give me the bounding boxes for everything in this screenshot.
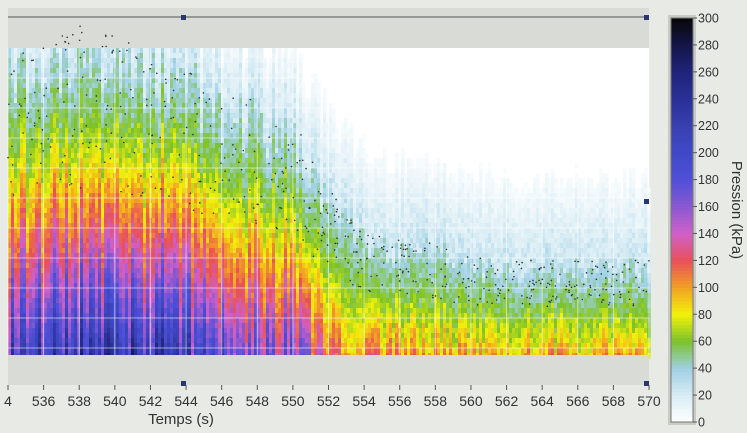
heatmap-cell bbox=[239, 53, 243, 59]
selection-handle-top-right[interactable] bbox=[644, 15, 649, 20]
selection-handle-top[interactable] bbox=[181, 15, 186, 20]
plot-header-strip bbox=[8, 8, 649, 48]
heatmap-cell bbox=[239, 58, 243, 64]
plot-area bbox=[7, 25, 650, 358]
heatmap-cell bbox=[239, 48, 243, 54]
